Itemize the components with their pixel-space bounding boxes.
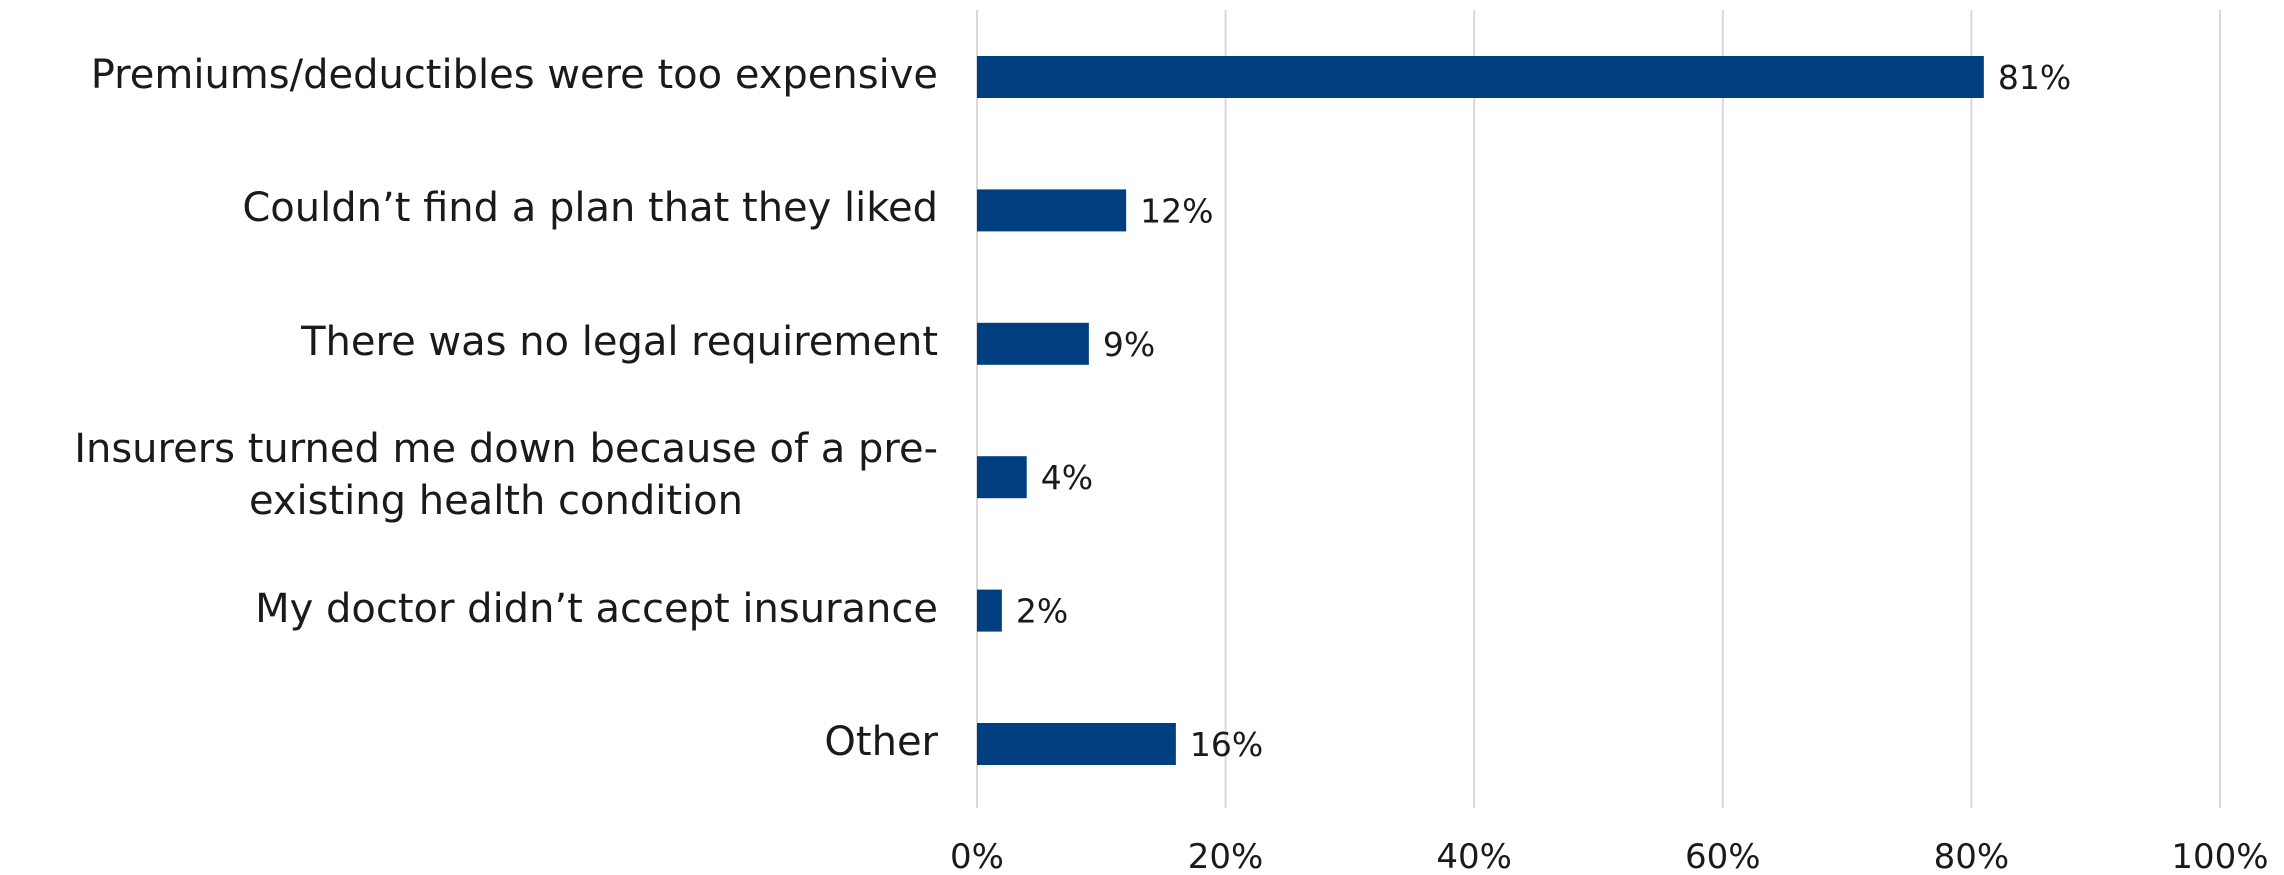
data-label: 4% <box>1041 458 1093 497</box>
category-label: Couldn’t find a plan that they liked <box>0 182 938 234</box>
category-label-line: Other <box>824 719 938 765</box>
x-tick-label: 20% <box>1188 837 1264 871</box>
category-label: Premiums/deductibles were too expensive <box>0 49 938 101</box>
category-label: My doctor didn’t accept insurance <box>0 583 938 635</box>
bar <box>977 322 1089 365</box>
category-label-line: existing health condition <box>248 478 743 525</box>
x-tick-label: 80% <box>1934 837 2010 871</box>
data-label: 2% <box>1016 592 1068 631</box>
category-label-line: Premiums/deductibles were too expensive <box>90 52 938 98</box>
category-label: Insurers turned me down because of a pre… <box>0 423 938 527</box>
data-label: 12% <box>1140 191 1213 230</box>
data-label: 81% <box>1998 58 2071 97</box>
bar <box>977 456 1027 499</box>
bar <box>977 723 1176 765</box>
category-label: Other <box>0 716 938 768</box>
category-label-line: My doctor didn’t accept insurance <box>255 585 938 632</box>
data-label: 9% <box>1103 325 1155 364</box>
category-label-line: Couldn’t find a plan that they liked <box>242 185 938 232</box>
data-label: 16% <box>1190 725 1263 764</box>
category-label-line: Insurers turned me down because of a pre… <box>74 426 938 473</box>
x-tick-label: 40% <box>1436 837 1512 871</box>
x-tick-label: 60% <box>1685 837 1761 871</box>
x-tick-label: 100% <box>2171 837 2268 871</box>
bar <box>977 189 1127 232</box>
bar <box>977 589 1002 632</box>
x-tick-label: 0% <box>950 837 1004 871</box>
category-label-line: There was no legal requirement <box>301 318 938 365</box>
category-label: There was no legal requirement <box>0 316 938 368</box>
bar <box>977 56 1984 98</box>
